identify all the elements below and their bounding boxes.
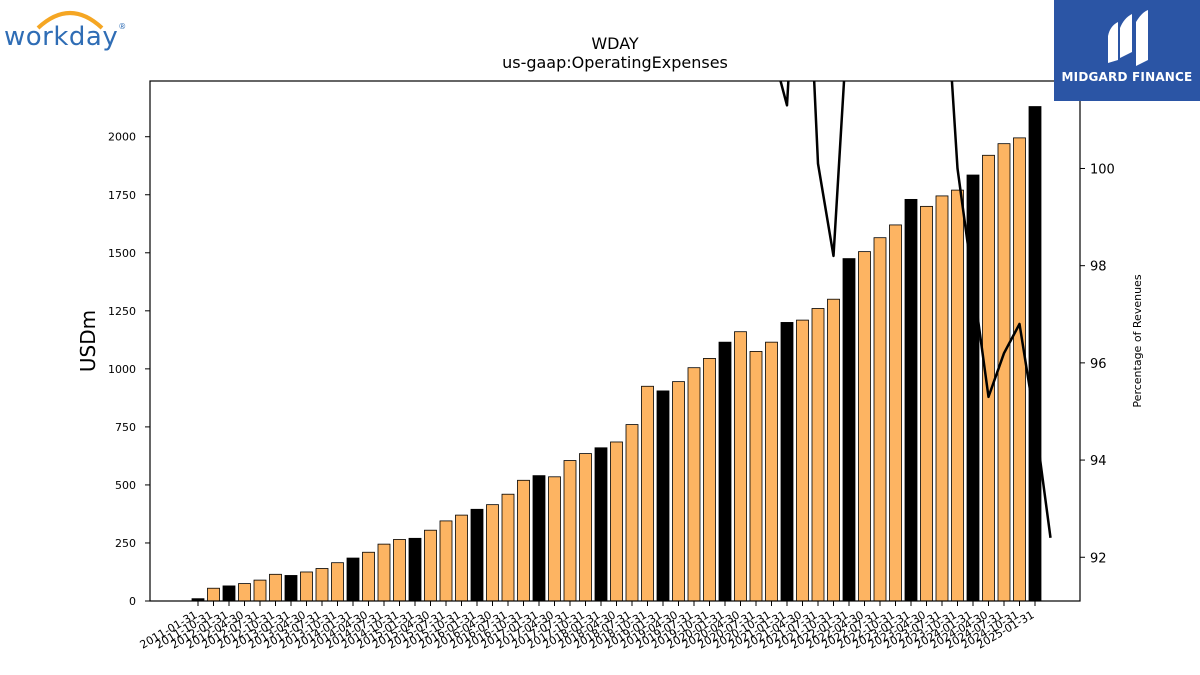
bar-2017-10-31	[579, 453, 592, 601]
bar-2021-01-31	[780, 322, 794, 601]
chart-subtitle: us-gaap:OperatingExpenses	[502, 53, 728, 72]
bar-2022-10-31	[889, 224, 902, 601]
chart-title: WDAY	[591, 34, 639, 53]
bar-2015-01-31	[408, 537, 422, 601]
y-tick-label: 0	[129, 595, 136, 608]
bar-2024-07-31	[997, 143, 1011, 601]
bar-2017-07-31	[563, 460, 577, 601]
bar-2016-01-31	[470, 508, 484, 601]
bar-2013-10-31	[331, 562, 344, 601]
bar-2011-10-31	[207, 587, 220, 601]
y2-tick-label: 92	[1090, 551, 1107, 566]
workday-wordmark: workday®	[4, 22, 127, 52]
bar-2023-07-31	[935, 195, 949, 601]
bar-2023-04-30	[920, 205, 933, 601]
bar-2023-01-31	[904, 198, 918, 601]
bar-2012-07-31	[253, 579, 267, 601]
bar-2020-10-31	[765, 341, 778, 601]
bars-layer	[191, 106, 1042, 601]
pct-line-layer	[779, 81, 1052, 538]
bar-2015-07-31	[439, 520, 453, 601]
bar-2021-10-31	[827, 298, 840, 601]
bar-2012-10-31	[269, 573, 282, 601]
bar-2019-01-31	[656, 390, 670, 601]
y-tick-label: 250	[115, 537, 136, 550]
pct-of-revenues-line	[779, 81, 1052, 538]
y2-tick-label: 100	[1090, 162, 1115, 177]
bar-2022-04-30	[858, 251, 871, 601]
bar-2020-04-30	[734, 331, 747, 601]
bar-2017-01-31	[532, 475, 546, 601]
y-axis-right: 92 94 96 98 100	[1080, 162, 1115, 566]
bar-2020-07-31	[749, 351, 763, 601]
bar-2018-01-31	[594, 447, 608, 601]
y-tick-label: 2000	[108, 131, 136, 144]
plot-frame	[149, 80, 1081, 602]
bar-2014-04-30	[362, 551, 375, 601]
bar-2019-07-31	[687, 367, 701, 601]
y2-tick-label: 94	[1090, 454, 1107, 469]
bar-2022-01-31	[842, 258, 856, 601]
bar-2014-10-31	[393, 539, 406, 601]
y-tick-label: 1500	[108, 247, 136, 260]
y-axis-label: USDm	[76, 310, 100, 372]
bar-2024-01-31	[966, 174, 980, 601]
bar-2020-01-31	[718, 341, 732, 601]
workday-arc-icon	[36, 11, 104, 30]
bar-2019-04-30	[672, 381, 685, 601]
bar-2014-01-31	[346, 557, 360, 601]
bar-2015-10-31	[455, 514, 468, 601]
y-tick-label: 750	[115, 421, 136, 434]
bar-2012-01-31	[222, 585, 236, 601]
bar-2017-04-30	[548, 476, 561, 601]
y2-axis-label: Percentage of Revenues	[1131, 274, 1144, 407]
y2-tick-label: 96	[1090, 357, 1107, 372]
workday-logo-text: workday	[4, 22, 119, 52]
bar-2013-07-31	[315, 568, 329, 601]
workday-logo-reg: ®	[118, 22, 127, 31]
y-tick-label: 1250	[108, 305, 136, 318]
y-tick-label: 1750	[108, 189, 136, 202]
x-axis: 2011-01-312011-10-312012-01-312012-04-30…	[138, 601, 1037, 652]
bar-2013-01-31	[284, 575, 298, 601]
bar-2015-04-30	[424, 529, 437, 601]
bar-2021-04-30	[796, 319, 809, 601]
bar-2021-07-31	[811, 308, 825, 601]
bar-2018-04-30	[610, 441, 623, 601]
midgard-emblem-icon	[1108, 10, 1148, 66]
y-axis-left: 0 250 500 750 1000 1250 1500 1750 2000	[108, 131, 150, 608]
bar-2016-04-30	[486, 504, 499, 601]
bar-2025-01-31	[1028, 106, 1042, 601]
bar-2018-07-31	[625, 424, 639, 601]
y-tick-label: 1000	[108, 363, 136, 376]
bar-2024-10-31	[1013, 137, 1026, 601]
bar-2014-07-31	[377, 543, 391, 601]
midgard-finance-text: MIDGARD FINANCE	[1061, 70, 1193, 84]
bar-2019-10-31	[703, 358, 716, 601]
y2-tick-label: 98	[1090, 260, 1107, 275]
bar-2024-04-30	[982, 154, 995, 601]
bar-2023-10-31	[951, 189, 964, 601]
workday-logo: workday®	[4, 4, 136, 60]
bar-2022-07-31	[873, 237, 887, 601]
bar-2016-07-31	[501, 493, 515, 601]
bar-2018-10-31	[641, 385, 654, 601]
bar-2016-10-31	[517, 479, 530, 601]
bar-2012-04-30	[238, 583, 251, 601]
midgard-finance-logo: MIDGARD FINANCE	[1054, 0, 1200, 101]
y-tick-label: 500	[115, 479, 136, 492]
bar-2013-04-30	[300, 571, 313, 601]
